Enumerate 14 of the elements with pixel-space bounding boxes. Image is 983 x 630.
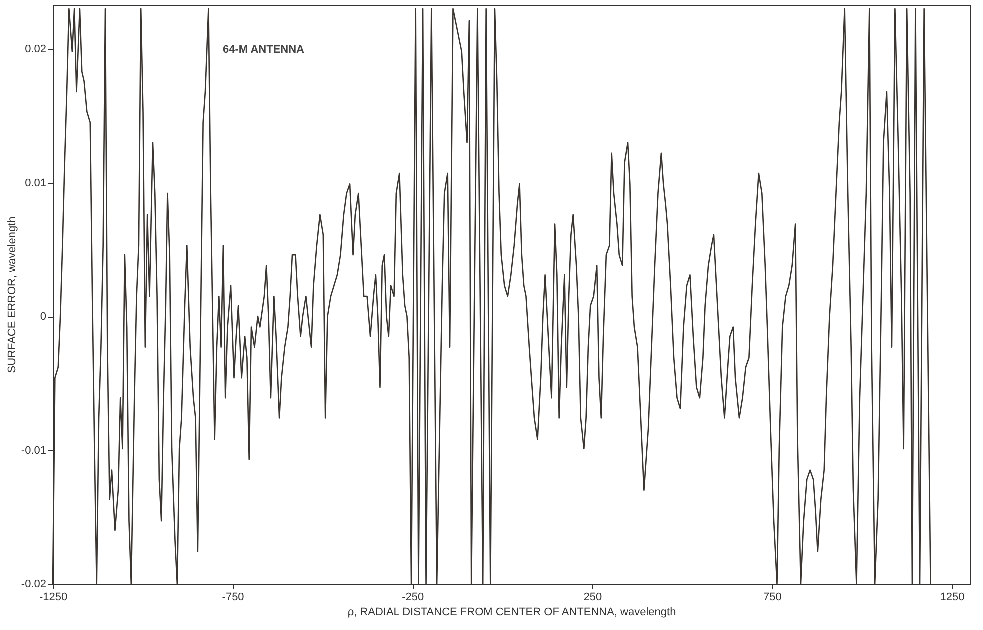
y-tick-label: 0.01 xyxy=(25,177,46,190)
x-tick-label: 750 xyxy=(764,592,782,604)
x-axis-title: ρ, RADIAL DISTANCE FROM CENTER OF ANTENNA, wavelength xyxy=(348,606,676,618)
annotation: 64-M ANTENNA xyxy=(223,44,305,56)
x-tick-label: -750 xyxy=(222,592,244,604)
y-axis-title: SURFACE ERROR, wavelength xyxy=(6,216,18,374)
y-tick-label: -0.01 xyxy=(21,444,46,457)
x-tick-label: 250 xyxy=(584,592,602,604)
y-tick-label: -0.02 xyxy=(21,578,46,590)
x-tick-label: -1250 xyxy=(39,592,68,604)
y-tick-label: 0.02 xyxy=(25,44,46,56)
x-tick-label: -250 xyxy=(402,592,424,604)
x-tick-label: 1250 xyxy=(940,592,965,604)
y-tick-label: 0 xyxy=(40,311,46,324)
